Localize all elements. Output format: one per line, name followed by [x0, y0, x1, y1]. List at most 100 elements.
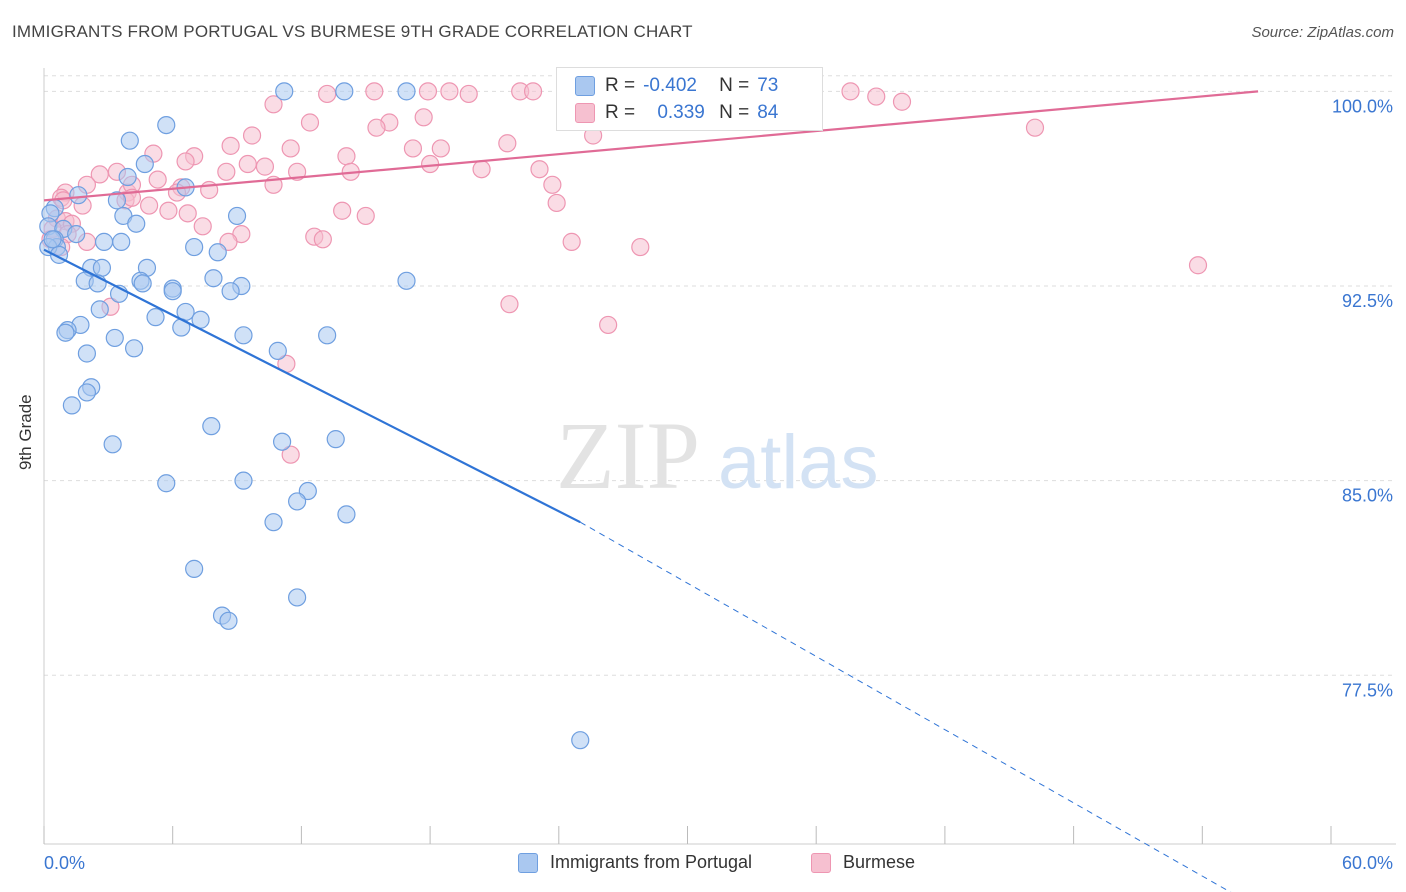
- stats-n-value: 73: [757, 75, 779, 96]
- burmese-point: [365, 82, 384, 101]
- burmese-point: [500, 295, 519, 314]
- legend-label-burmese: Burmese: [843, 852, 916, 872]
- portugal-point: [234, 471, 253, 490]
- burmese-point: [148, 170, 167, 189]
- legend: Immigrants from Portugal Burmese: [0, 852, 1406, 878]
- portugal-point: [337, 505, 356, 524]
- burmese-point: [264, 95, 283, 114]
- portugal-point: [67, 225, 86, 244]
- burmese-point: [472, 160, 491, 179]
- portugal-point: [397, 82, 416, 101]
- burmese-point: [498, 134, 517, 153]
- stats-r-value: 0.339: [657, 102, 705, 123]
- portugal-point: [571, 731, 590, 750]
- stats-r-value: -0.402: [643, 75, 697, 96]
- y-tick-label: 77.5%: [1342, 680, 1393, 700]
- portugal-point: [157, 115, 176, 135]
- legend-item-burmese[interactable]: Burmese: [811, 852, 915, 873]
- burmese-point: [892, 92, 912, 111]
- portugal-trend-extension: [580, 521, 1232, 892]
- portugal-point: [77, 344, 97, 363]
- portugal-point: [318, 326, 337, 345]
- chart-source: Source: ZipAtlas.com: [1251, 24, 1394, 41]
- stats-swatch-portugal: [575, 76, 595, 96]
- portugal-point: [77, 383, 97, 402]
- portugal-point: [56, 323, 75, 342]
- stats-n-label: N =: [719, 102, 750, 123]
- burmese-point: [367, 118, 386, 137]
- trend-lines: [43, 90, 1259, 892]
- burmese-point: [530, 160, 549, 179]
- portugal-point: [221, 282, 240, 301]
- portugal-point: [105, 328, 124, 348]
- chart-title: IMMIGRANTS FROM PORTUGAL VS BURMESE 9TH …: [12, 22, 693, 41]
- y-tick-label: 100.0%: [1332, 96, 1393, 116]
- portugal-point: [288, 492, 307, 511]
- stats-r-label: R =: [605, 102, 636, 123]
- portugal-point: [227, 206, 247, 226]
- burmese-point: [431, 139, 450, 158]
- portugal-point: [69, 186, 88, 205]
- burmese-point: [318, 84, 337, 104]
- burmese-point: [221, 136, 240, 155]
- portugal-point: [234, 326, 253, 345]
- burmese-point: [300, 113, 320, 132]
- x-tick-label: 60.0%: [1342, 853, 1393, 873]
- portugal-point: [288, 588, 307, 607]
- portugal-point: [118, 167, 137, 187]
- burmese-point: [523, 82, 543, 101]
- portugal-point: [135, 154, 154, 174]
- portugal-point: [335, 82, 354, 101]
- x-tick-label: 0.0%: [44, 853, 85, 873]
- portugal-point: [124, 339, 144, 358]
- legend-swatch-burmese: [811, 852, 831, 873]
- y-tick-label: 92.5%: [1342, 291, 1393, 311]
- portugal-point: [397, 271, 416, 290]
- burmese-point: [459, 84, 478, 104]
- portugal-point: [127, 214, 146, 233]
- stats-n-label: N =: [719, 75, 750, 96]
- portugal-point: [204, 269, 223, 288]
- portugal-point: [202, 417, 221, 436]
- portugal-points: [39, 82, 590, 750]
- burmese-points: [41, 82, 1208, 464]
- axes: [43, 68, 1396, 845]
- portugal-point: [62, 396, 81, 415]
- burmese-point: [631, 237, 650, 257]
- portugal-point: [103, 435, 122, 454]
- burmese-point: [193, 217, 212, 236]
- burmese-point: [599, 315, 618, 335]
- portugal-point: [157, 474, 176, 493]
- portugal-point: [43, 230, 62, 249]
- burmese-point: [547, 193, 566, 213]
- burmese-point: [421, 154, 440, 174]
- stats-n-value: 84: [757, 102, 779, 123]
- burmese-point: [414, 108, 433, 127]
- portugal-point: [268, 341, 287, 360]
- burmese-point: [1188, 256, 1208, 275]
- tick-labels: 77.5% 85.0% 92.5% 100.0% 0.0% 60.0%: [44, 96, 1393, 873]
- portugal-point: [163, 282, 182, 301]
- burmese-point: [418, 82, 438, 101]
- watermark-zip: ZIP: [556, 402, 700, 509]
- stats-box: R = -0.402 N = 73 R = 0.339 N = 84: [556, 67, 823, 131]
- portugal-point: [272, 432, 292, 451]
- burmese-trend-line: [43, 90, 1259, 202]
- burmese-point: [255, 157, 275, 176]
- portugal-point: [94, 232, 114, 251]
- burmese-point: [337, 147, 356, 166]
- legend-item-portugal[interactable]: Immigrants from Portugal: [518, 852, 752, 873]
- stats-r-label: R =: [605, 75, 636, 96]
- burmese-point: [333, 201, 352, 220]
- burmese-point: [178, 204, 197, 223]
- portugal-point: [275, 82, 294, 101]
- burmese-point: [440, 82, 459, 101]
- burmese-point: [140, 196, 159, 215]
- burmese-point: [242, 126, 262, 145]
- portugal-point: [92, 258, 112, 277]
- burmese-point: [281, 139, 300, 158]
- portugal-point: [120, 131, 139, 150]
- burmese-point: [238, 154, 257, 174]
- portugal-point: [326, 430, 345, 449]
